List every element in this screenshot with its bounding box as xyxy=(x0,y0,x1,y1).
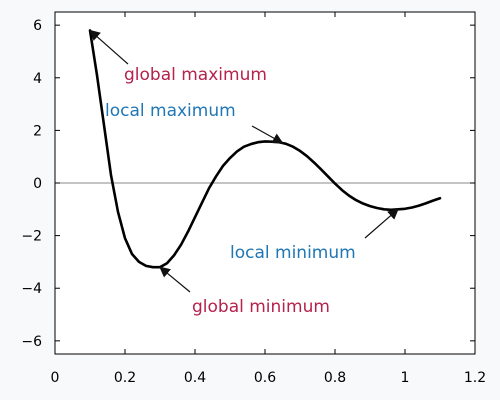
annotation-label: local minimum xyxy=(230,243,356,263)
x-tick-label: 0.8 xyxy=(324,370,346,386)
x-tick-label: 1 xyxy=(401,370,410,386)
y-tick-label: 6 xyxy=(33,18,42,34)
annotation-arrow xyxy=(364,208,399,239)
annotation-arrow xyxy=(251,125,284,144)
annotation-label: global maximum xyxy=(124,65,267,85)
annotation-arrow xyxy=(89,29,129,65)
x-tick-label: 1.2 xyxy=(464,370,486,386)
y-tick-label: 0 xyxy=(33,176,42,192)
y-tick-label: 2 xyxy=(33,123,42,139)
y-tick-label: −6 xyxy=(21,334,42,350)
y-tick-label: −2 xyxy=(21,229,42,245)
x-tick-label: 0.2 xyxy=(114,370,136,386)
annotation-label: local maximum xyxy=(105,101,236,121)
annotation-arrow xyxy=(159,266,191,293)
series-line-0 xyxy=(88,29,442,269)
y-tick-label: −4 xyxy=(21,281,42,297)
x-tick-label: 0.6 xyxy=(254,370,276,386)
annotation-label: global minimum xyxy=(192,297,330,317)
x-tick-label: 0.4 xyxy=(184,370,206,386)
y-tick-label: 4 xyxy=(33,71,42,87)
x-tick-label: 0 xyxy=(51,370,60,386)
